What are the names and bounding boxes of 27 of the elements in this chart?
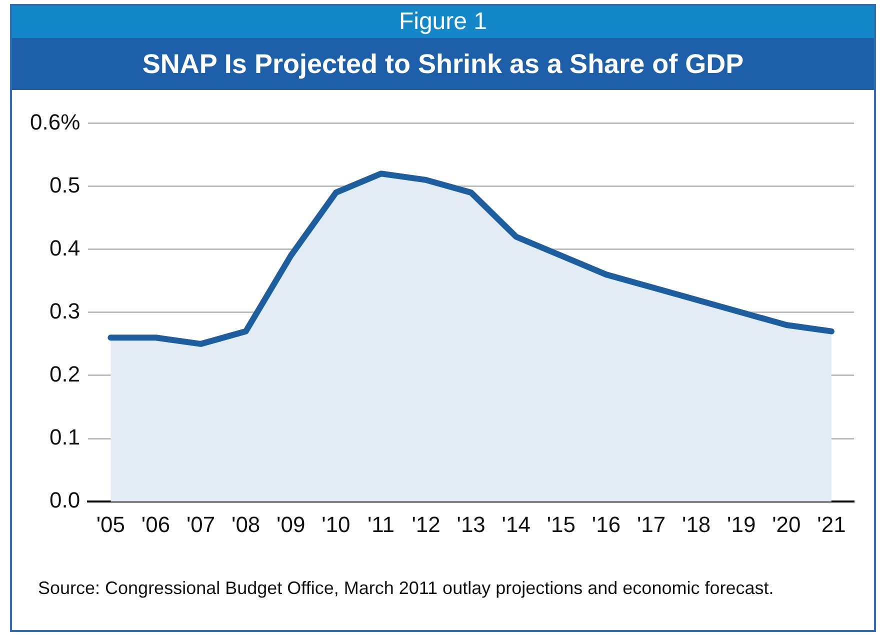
y-tick-label: 0.0 — [50, 488, 80, 513]
x-tick-label: '21 — [817, 512, 846, 537]
x-tick-label: '08 — [231, 512, 260, 537]
x-tick-label: '09 — [276, 512, 306, 537]
y-tick-label: 0.1 — [50, 424, 80, 450]
x-tick-label: '05 — [96, 512, 126, 537]
x-tick-label: '19 — [727, 512, 756, 537]
source-note: Source: Congressional Budget Office, March 2011 outlay projections and economic forecast. — [38, 577, 775, 600]
y-tick-label: 0.5 — [50, 172, 80, 198]
x-tick-label: '11 — [367, 512, 394, 537]
x-tick-label: '17 — [636, 512, 666, 537]
y-tick-label: 0.6% — [30, 109, 80, 134]
x-tick-label: '07 — [186, 512, 216, 537]
x-tick-label: '15 — [546, 512, 576, 537]
x-tick-label: '16 — [592, 512, 621, 537]
x-tick-label: '13 — [456, 512, 486, 537]
x-tick-label: '18 — [682, 512, 711, 537]
x-tick-label: '14 — [502, 512, 530, 537]
chart-title: Figure 1 — [12, 6, 874, 38]
x-tick-label: '10 — [322, 512, 350, 537]
y-tick-label: 0.2 — [50, 362, 80, 387]
x-tick-label: '20 — [772, 512, 801, 537]
chart-subtitle: SNAP Is Projected to Shrink as a Share of GDP — [12, 38, 874, 90]
y-tick-label: 0.4 — [50, 235, 80, 260]
x-tick-label: '12 — [412, 512, 440, 537]
y-tick-label: 0.3 — [50, 298, 80, 324]
x-tick-label: '06 — [141, 512, 170, 537]
